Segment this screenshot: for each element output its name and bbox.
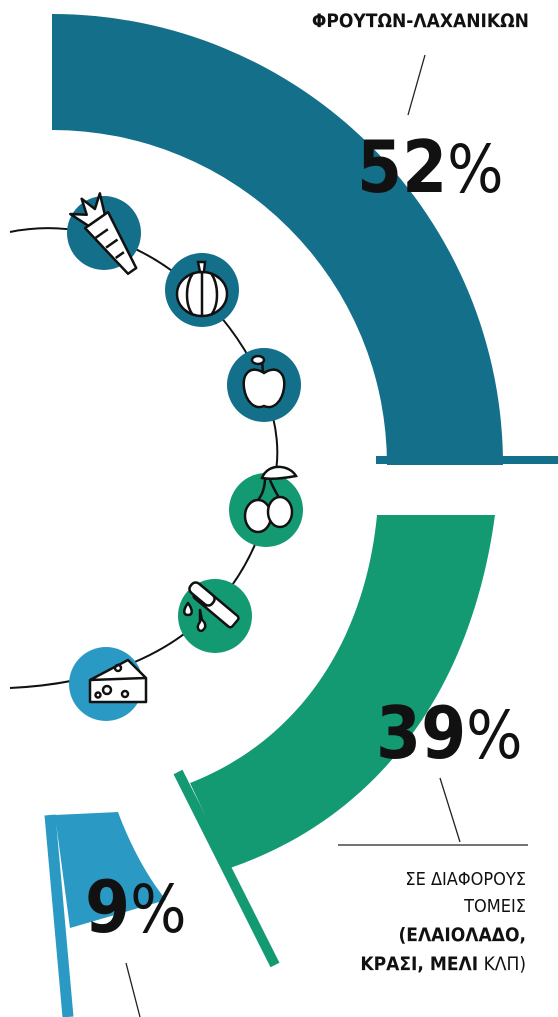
olives-icon bbox=[229, 465, 303, 547]
carrot-icon bbox=[67, 192, 141, 275]
pumpkin-icon bbox=[165, 253, 239, 327]
percent-label-sectors: 39% bbox=[376, 691, 523, 775]
leader-line-sectors bbox=[439, 777, 461, 843]
percent-label-fruits: 52% bbox=[357, 125, 504, 209]
segment-fruits-vegetables bbox=[52, 14, 503, 465]
leader-line-other bbox=[125, 962, 141, 1017]
segment-other-pole bbox=[44, 814, 74, 1017]
honey-dipper-icon bbox=[178, 579, 252, 653]
leader-line-fruits bbox=[407, 54, 426, 116]
category-label-sectors-line3: (ΕΛΑΙΟΛΑΔΟ, bbox=[398, 924, 526, 946]
category-label-fruits: ΦΡΟΥΤΩΝ-ΛΑΧΑΝΙΚΩΝ bbox=[312, 10, 529, 32]
category-label-sectors-line4: ΚΡΑΣΙ, ΜΕΛΙ ΚΛΠ) bbox=[360, 953, 526, 975]
segment-fruits-base-line bbox=[376, 456, 558, 464]
category-label-sectors-line2: ΤΟΜΕΙΣ bbox=[463, 896, 526, 917]
segment-various-sectors-pole bbox=[173, 769, 280, 968]
percent-label-other: 9% bbox=[85, 865, 187, 949]
cheese-icon bbox=[69, 647, 148, 721]
apple-icon bbox=[227, 348, 301, 422]
segment-various-sectors bbox=[190, 515, 495, 868]
category-label-sectors-line1: ΣΕ ΔΙΑΦΟΡΟΥΣ bbox=[405, 869, 526, 890]
segment-other bbox=[55, 812, 166, 928]
